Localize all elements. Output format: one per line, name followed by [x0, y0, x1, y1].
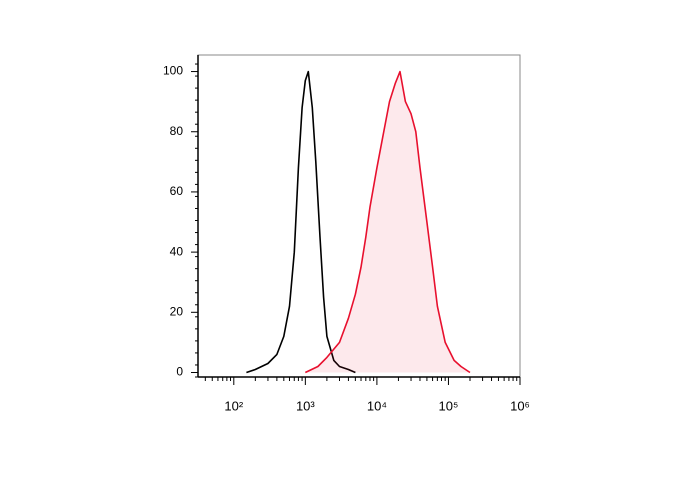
y-tick-label: 60 [170, 184, 184, 198]
y-tick-label: 80 [170, 124, 184, 138]
x-tick-label: 10³ [296, 398, 315, 413]
y-tick-label: 40 [170, 244, 184, 258]
y-tick-label: 20 [170, 304, 184, 318]
x-tick-label: 10² [224, 398, 243, 413]
series-line [304, 70, 471, 374]
x-tick-label: 10⁵ [439, 398, 459, 413]
y-tick-label: 0 [176, 365, 183, 379]
y-tick-label: 100 [163, 64, 183, 78]
series-area [305, 71, 470, 373]
x-tick-label: 10⁴ [367, 398, 387, 413]
x-tick-label: 10⁶ [510, 398, 530, 413]
series-line [246, 70, 356, 374]
